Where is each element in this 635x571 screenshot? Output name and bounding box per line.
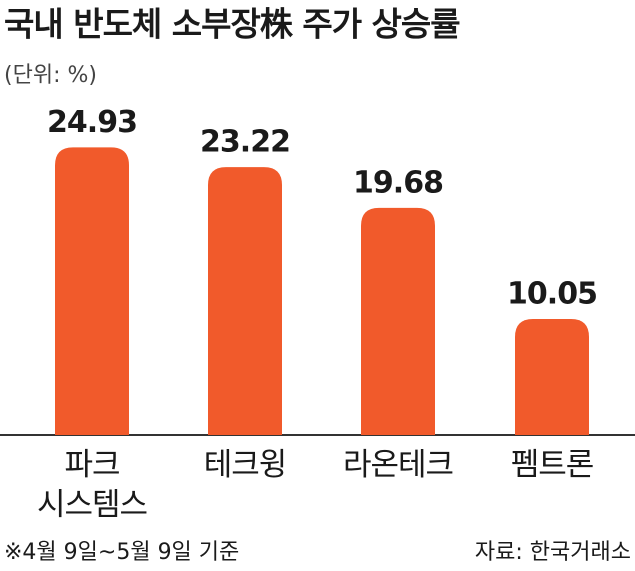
x-tick-label-line: 시스템스: [37, 487, 147, 523]
source: 자료: 한국거래소: [475, 540, 631, 565]
x-tick-label-line: 펨트론: [511, 447, 594, 483]
value-label: 19.68: [353, 165, 443, 200]
value-label: 23.22: [200, 125, 290, 160]
x-tick-label-line: 라온테크: [343, 447, 453, 483]
value-label: 10.05: [507, 277, 597, 312]
x-tick-label: 라온테크: [343, 447, 453, 483]
x-tick-label: 테크윙: [204, 447, 287, 483]
chart-subtitle: (단위: %): [4, 63, 97, 88]
x-tick-label: 펨트론: [511, 447, 594, 483]
chart-title: 국내 반도체 소부장株 주가 상승률: [4, 5, 460, 44]
bar: [515, 319, 589, 435]
bar: [208, 167, 282, 436]
bar: [55, 147, 129, 435]
note: ※4월 9일~5월 9일 기준: [4, 540, 239, 565]
bar: [361, 207, 435, 435]
x-tick-label-line: 테크윙: [204, 447, 287, 483]
x-tick-label-line: 파크: [64, 447, 119, 483]
value-label: 24.93: [47, 105, 137, 140]
